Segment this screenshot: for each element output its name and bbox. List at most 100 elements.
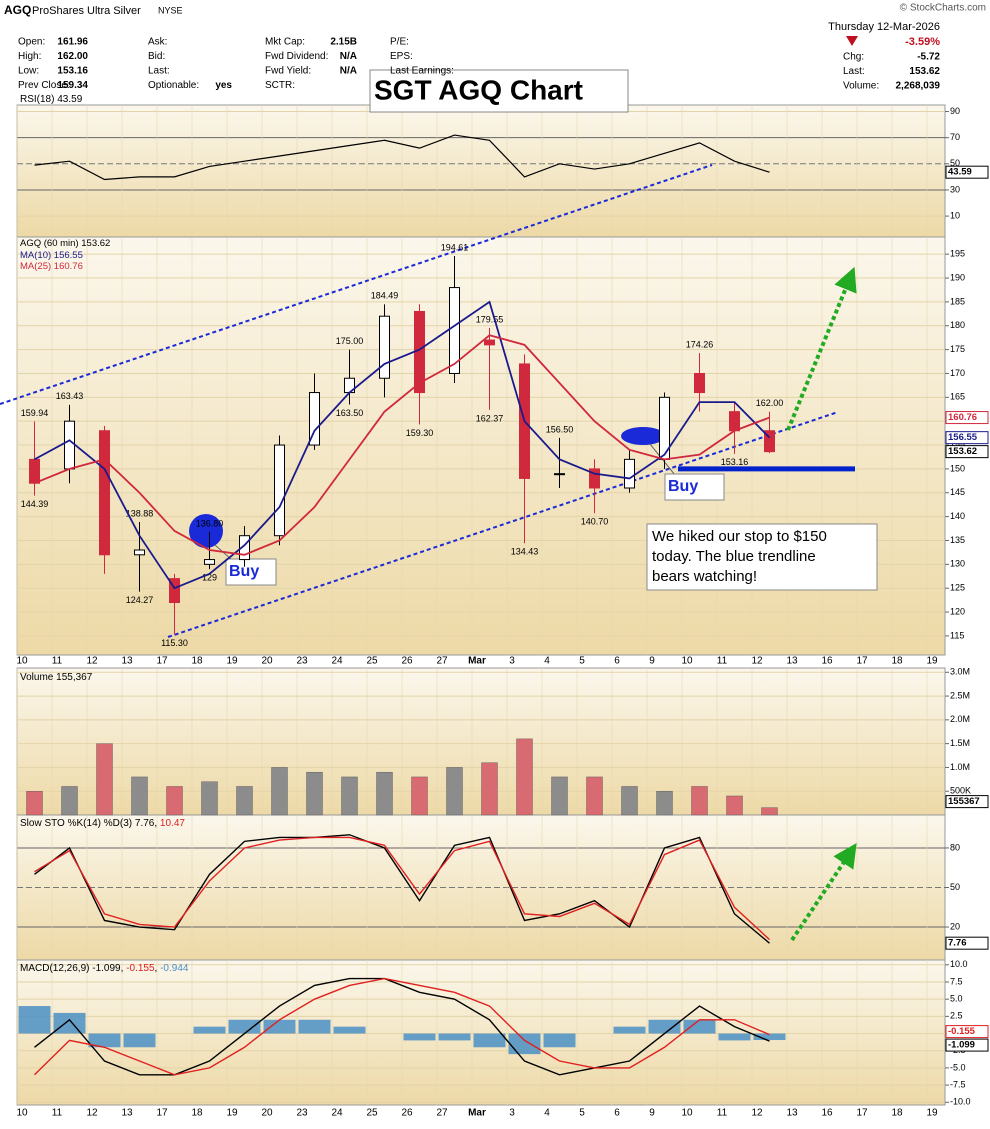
- legend-value: 7.76: [135, 818, 155, 829]
- y-tick-label: 180: [950, 320, 965, 330]
- legend-name: MACD(12,26,9): [20, 963, 89, 974]
- legend: AGQ (60 min) 153.62: [20, 238, 110, 249]
- candle-body: [134, 549, 145, 556]
- volume-bar: [61, 786, 78, 816]
- x-tick-label: 6: [614, 1108, 620, 1119]
- x-tick-label: 18: [191, 656, 203, 667]
- low-label: 129: [202, 572, 217, 582]
- histogram-bar: [88, 1033, 121, 1048]
- histogram-bar: [193, 1026, 226, 1034]
- series-line: [34, 834, 770, 944]
- candle-body: [64, 420, 75, 470]
- last-value: 7.76: [945, 936, 989, 950]
- y-tick-label: -5.0: [950, 1062, 966, 1072]
- field-label: Fwd Yield:: [265, 66, 311, 77]
- volume-bar: [656, 791, 673, 816]
- high-label: 156.50: [546, 424, 574, 434]
- legend: MA(25) 160.76: [20, 261, 83, 272]
- candle-body: [589, 468, 600, 489]
- candle-body: [554, 473, 565, 476]
- low-label: 140.70: [581, 517, 609, 527]
- y-tick-label: 155: [950, 439, 965, 449]
- series-line: [34, 334, 770, 556]
- x-tick-label: 12: [86, 1108, 98, 1119]
- y-tick-label: 125: [950, 583, 965, 593]
- volume-bar: [131, 776, 148, 816]
- legend-value: 160.76: [54, 261, 83, 272]
- x-tick-label: 6: [614, 656, 620, 667]
- field-value: 159.34: [57, 80, 88, 91]
- legend-value: 43.59: [57, 94, 82, 105]
- high-label: 174.26: [686, 340, 714, 350]
- field-value: N/A: [340, 51, 357, 62]
- x-tick-label: 24: [331, 656, 343, 667]
- high-label: 136.80: [196, 518, 224, 528]
- low-label: 153.16: [721, 457, 749, 467]
- histogram-bar: [123, 1033, 156, 1048]
- down-arrow: [846, 36, 858, 46]
- legend-name: MA(10): [20, 250, 51, 261]
- x-tick-label: 25: [366, 1108, 378, 1119]
- value-label: 7.76: [948, 938, 967, 949]
- x-tick-label: 25: [366, 656, 378, 667]
- field-value: 2.15B: [330, 37, 357, 48]
- field-label: Volume:: [843, 81, 879, 92]
- histogram-bar: [403, 1033, 436, 1041]
- panel: [16, 667, 946, 816]
- y-tick-label: 165: [950, 392, 965, 402]
- series-line: [34, 300, 771, 590]
- separator: ,: [154, 818, 157, 829]
- y-tick-label: 140: [950, 511, 965, 521]
- x-tick-label: 10: [16, 656, 28, 667]
- value-label: -0.155: [948, 1026, 976, 1037]
- y-tick-label: 150: [950, 463, 965, 473]
- note-box: [646, 523, 878, 591]
- field-label: Open:: [18, 37, 45, 48]
- histogram-bar: [53, 1012, 86, 1034]
- series-line: [34, 977, 770, 1076]
- volume-bar: [411, 776, 428, 816]
- field-label: Fwd Dividend:: [265, 51, 328, 62]
- histogram-bar: [263, 1019, 296, 1034]
- candle-body: [694, 372, 705, 394]
- x-tick-label: 20: [261, 656, 273, 667]
- y-tick-label: 3.0M: [950, 667, 970, 677]
- legend: MACD(12,26,9) -1.099, -0.155, -0.944: [20, 963, 189, 974]
- x-tick-label: 4: [544, 1108, 550, 1119]
- candle-body: [729, 411, 740, 432]
- field-value: 161.96: [57, 37, 88, 48]
- volume-bar: [446, 767, 463, 816]
- value-label: 43.59: [948, 167, 972, 178]
- exchange: NYSE: [158, 5, 183, 15]
- value-box: [945, 936, 989, 950]
- candle-body: [239, 535, 250, 561]
- value-label: 155367: [948, 796, 980, 807]
- volume-bar: [586, 776, 603, 816]
- volume-bar: [166, 786, 183, 816]
- volume-bar: [481, 762, 498, 816]
- high-label: 138.88: [126, 508, 154, 518]
- legend-name: Volume: [20, 672, 54, 683]
- x-tick-label: 9: [649, 1108, 655, 1119]
- buy-box: [664, 473, 725, 501]
- histogram-bar: [543, 1033, 576, 1048]
- buy-box: [225, 558, 277, 586]
- x-tick-label: 26: [401, 656, 413, 667]
- note-line: We hiked our stop to $150: [652, 528, 827, 545]
- rsi-last: 43.59: [945, 165, 989, 179]
- histogram-bar: [648, 1019, 681, 1034]
- histogram-bar: [683, 1019, 716, 1034]
- y-tick-label: 170: [950, 368, 965, 378]
- value-box: [945, 1025, 989, 1039]
- volume-bar: [691, 786, 708, 816]
- x-tick-label: 16: [821, 656, 833, 667]
- low-label: 163.50: [336, 408, 364, 418]
- last-value: -1.099: [945, 1038, 989, 1052]
- y-tick-label: 185: [950, 296, 965, 306]
- volume-bar: [236, 786, 253, 816]
- header: AGQ ProShares Ultra Silver NYSE © StockC…: [4, 3, 986, 48]
- legend-value: -0.155: [126, 963, 155, 974]
- x-tick-label: 12: [86, 656, 98, 667]
- histogram-bar: [18, 1006, 51, 1034]
- y-tick-label: 135: [950, 535, 965, 545]
